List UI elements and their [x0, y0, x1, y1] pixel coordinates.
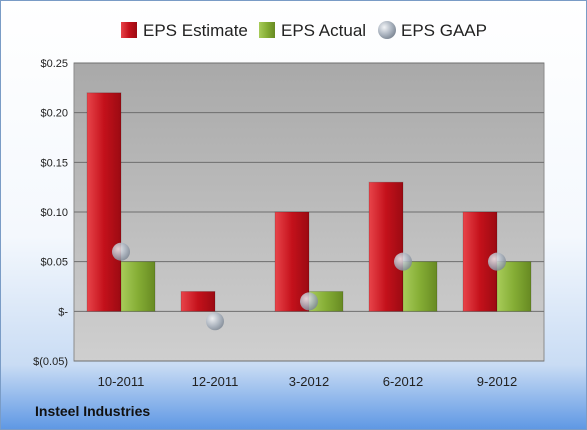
bar-eps-actual-10-2011	[120, 261, 156, 312]
company-name: Insteel Industries	[35, 403, 151, 419]
x-tick-label-10-2011: 10-2011	[98, 374, 145, 389]
bar-eps-estimate-6-2012	[368, 181, 404, 312]
legend-swatch-eps-gaap	[378, 21, 396, 39]
y-tick-label-4: $0.05	[40, 257, 68, 269]
point-eps-gaap-10-2011	[112, 242, 130, 261]
x-tick-label-12-2011: 12-2011	[192, 374, 239, 389]
y-tick-label-2: $0.15	[40, 157, 68, 169]
y-tick-label-1: $0.20	[40, 108, 68, 120]
legend-label-eps-estimate: EPS Estimate	[143, 21, 248, 40]
point-eps-gaap-3-2012	[300, 292, 318, 311]
bar-eps-actual-9-2012	[496, 261, 532, 312]
legend: EPS Estimate EPS Actual EPS GAAP	[121, 21, 487, 40]
plot-area: $0.25 $0.20 $0.15 $0.10 $0.05 $- $(0.05) 10-201…	[33, 58, 545, 389]
legend-label-eps-gaap: EPS GAAP	[401, 21, 487, 40]
bar-eps-estimate-12-2011	[180, 290, 216, 312]
legend-label-eps-actual: EPS Actual	[281, 21, 366, 40]
point-eps-gaap-6-2012	[394, 252, 412, 271]
x-tick-label-6-2012: 6-2012	[383, 374, 423, 389]
y-tick-label-5: $-	[58, 306, 68, 318]
point-eps-gaap-9-2012	[488, 252, 506, 271]
legend-swatch-eps-actual	[259, 22, 275, 38]
y-tick-label-3: $0.10	[40, 207, 68, 219]
legend-swatch-eps-estimate	[121, 22, 137, 38]
bar-eps-actual-6-2012	[402, 261, 438, 312]
bar-eps-estimate-10-2011	[86, 92, 122, 312]
y-tick-label-6: $(0.05)	[33, 356, 68, 368]
y-tick-label-0: $0.25	[40, 58, 68, 70]
point-eps-gaap-12-2011	[206, 312, 224, 331]
x-tick-label-9-2012: 9-2012	[477, 374, 517, 389]
x-tick-label-3-2012: 3-2012	[289, 374, 329, 389]
